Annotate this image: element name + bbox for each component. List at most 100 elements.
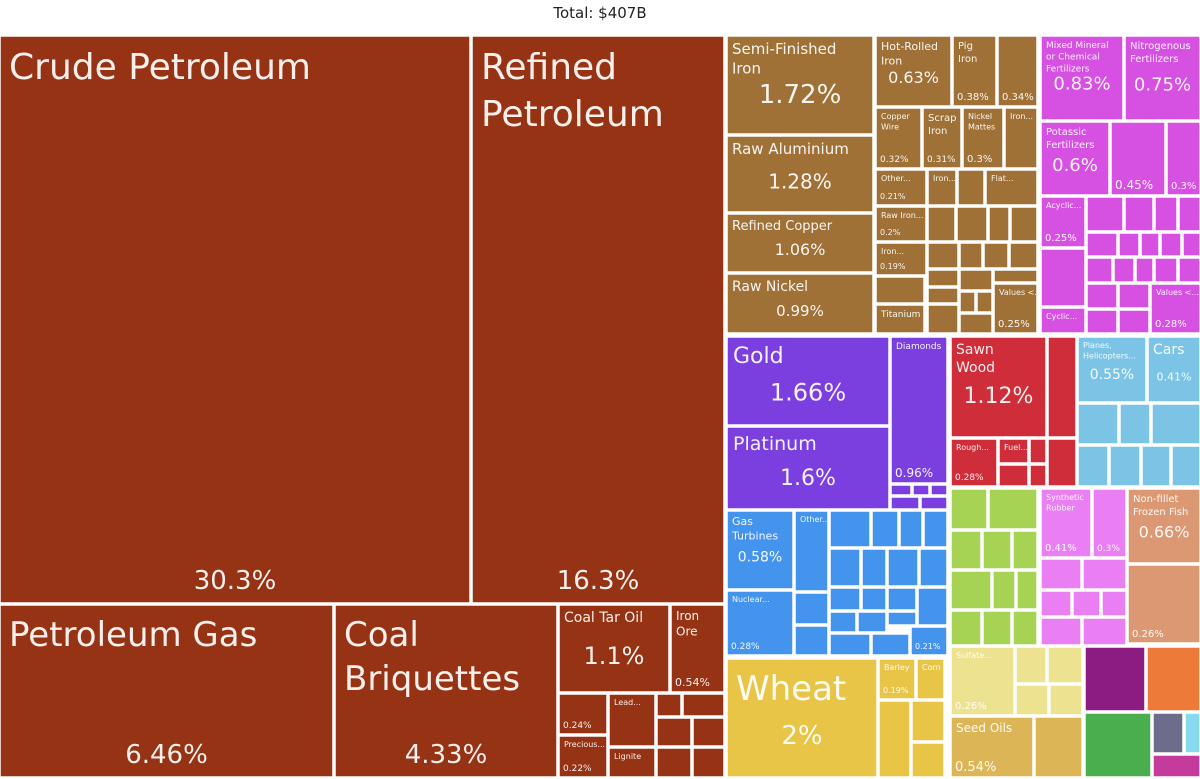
treemap-cell-label: Hot-Rolled	[881, 40, 938, 53]
treemap-cell-label: Wheat	[736, 669, 846, 709]
treemap-cell-rect	[0, 35, 471, 604]
treemap-minor-block	[1047, 646, 1083, 684]
treemap-minor-block	[911, 700, 945, 742]
treemap-cell-label: Lignite	[614, 752, 641, 761]
treemap-cell-value: 0.45%	[1115, 178, 1153, 192]
treemap-minor-block	[899, 510, 923, 548]
treemap-cell-label: Briquettes	[344, 659, 520, 699]
treemap-cell-value: 0.75%	[1134, 74, 1191, 95]
treemap-cell-rect	[608, 693, 656, 747]
treemap-cell-label: Values <...	[999, 288, 1042, 297]
treemap-cell: Cars 0.41%	[1147, 336, 1200, 403]
treemap-cell-rect	[916, 658, 945, 700]
treemap-cell-value: 0.96%	[895, 466, 933, 480]
treemap-minor-block	[1077, 403, 1119, 445]
treemap-minor-block	[871, 633, 910, 656]
treemap-minor-block	[1109, 445, 1141, 487]
treemap-cell-value: 0.83%	[1053, 74, 1110, 95]
treemap-cell-value: 0.24%	[563, 721, 592, 731]
treemap-cell-label: Fertilizers	[1130, 54, 1178, 65]
treemap-cell-label: Sulfate...	[956, 651, 992, 660]
treemap-cell-rect	[985, 169, 1038, 206]
treemap-minor-block	[1009, 242, 1038, 269]
treemap-cell-rect	[950, 438, 998, 487]
treemap-cell-rect	[890, 336, 948, 484]
treemap-cell: Crude Petroleum 30.3%	[0, 35, 471, 604]
treemap-cell: Platinum 1.6%	[726, 426, 890, 510]
treemap-cell-value: 0.28%	[1155, 319, 1187, 330]
treemap-cell: 0.21%	[910, 626, 948, 656]
treemap-cell-label: Titanium	[880, 310, 920, 320]
treemap-minor-block	[956, 206, 988, 242]
treemap-minor-block	[794, 592, 829, 625]
treemap-cell-rect	[1150, 283, 1200, 334]
treemap-cell-rect	[1040, 488, 1092, 558]
treemap-cell: Seed Oils 0.54%	[950, 716, 1034, 778]
treemap-minor-block	[1015, 684, 1049, 716]
treemap-cell-label: Iron...	[881, 247, 904, 256]
treemap-minor-block	[1141, 445, 1171, 487]
treemap-cell-rect	[875, 304, 925, 334]
treemap-cell-rect	[922, 107, 962, 169]
treemap-minor-block	[1086, 196, 1124, 232]
treemap-cell-rect	[910, 626, 948, 656]
treemap-cell-rect	[962, 107, 1004, 169]
treemap-cell: Other... 0.21%	[875, 169, 927, 206]
treemap-minor-block	[829, 510, 871, 548]
treemap-cell-label: Wood	[956, 360, 995, 376]
treemap-cell: Acyclic... 0.25%	[1040, 196, 1086, 248]
treemap-cell-value: 0.19%	[880, 262, 906, 271]
treemap-cell: Titanium	[875, 304, 925, 334]
treemap-cell-value: 0.3%	[967, 154, 992, 165]
treemap-cell-label: Flat...	[991, 174, 1014, 183]
treemap-cell-label: Fertilizers	[1046, 64, 1090, 74]
treemap-cell-rect	[875, 206, 927, 242]
treemap-cell-label: Acyclic...	[1046, 201, 1081, 210]
treemap-minor-block	[1040, 558, 1082, 590]
treemap-cell-label: Other...	[881, 174, 911, 183]
treemap-cell-value: 1.1%	[584, 642, 645, 670]
treemap-cell-rect	[726, 426, 890, 510]
treemap-cell-rect	[726, 135, 874, 213]
treemap-minor-block	[1040, 590, 1072, 617]
treemap-cell-label: or Chemical	[1046, 53, 1100, 63]
treemap-cell-label: Iron...	[1010, 112, 1033, 121]
treemap-cell: Iron...	[927, 169, 957, 206]
treemap-cell-rect	[1040, 121, 1110, 196]
treemap-minor-block	[829, 548, 861, 587]
treemap-cell-value: 1.6%	[780, 466, 836, 491]
treemap-minor-block	[857, 611, 887, 633]
treemap-cell-rect	[1077, 336, 1147, 403]
treemap-cell-value: 1.66%	[770, 378, 846, 406]
treemap-cell-rect	[0, 604, 334, 778]
treemap-minor-block	[1072, 590, 1101, 617]
treemap-minor-block	[1086, 309, 1118, 334]
treemap-cell-label: Raw Aluminium	[732, 140, 849, 158]
treemap-cell-rect	[950, 646, 1015, 716]
treemap-cell-label: Nuclear...	[732, 595, 770, 604]
treemap-minor-block	[1015, 646, 1047, 684]
treemap-cell-value: 0.54%	[675, 676, 710, 689]
treemap-cell: Sulfate... 0.26%	[950, 646, 1015, 716]
treemap-cell-label: Petroleum	[481, 94, 664, 135]
treemap-cell-rect	[1147, 336, 1200, 403]
treemap-cell: Corn	[916, 658, 945, 700]
treemap-area: Crude Petroleum 30.3% Refined Petroleum 16.3…	[0, 34, 1200, 779]
treemap-minor-block	[829, 633, 871, 656]
treemap-cell-rect	[952, 35, 997, 107]
treemap-minor-block	[1135, 257, 1154, 283]
treemap-cell-value: 0.25%	[1045, 233, 1077, 244]
treemap-cell: Petroleum Gas 6.46%	[0, 604, 334, 778]
treemap-cell: Iron...	[1004, 107, 1038, 169]
treemap-minor-block	[988, 206, 1010, 242]
treemap-cell-value: 0.63%	[888, 68, 939, 87]
treemap-minor-block	[982, 610, 1012, 646]
treemap-cell: Wheat 2%	[726, 658, 878, 778]
treemap-cell-label: Semi-Finished	[732, 40, 836, 58]
treemap-cell-label: Diamonds	[896, 342, 942, 352]
treemap-minor-block	[1010, 206, 1038, 242]
treemap-cell-rect	[950, 336, 1047, 438]
treemap-minor-block	[1152, 754, 1200, 778]
treemap-cell-label: Gold	[733, 344, 784, 369]
